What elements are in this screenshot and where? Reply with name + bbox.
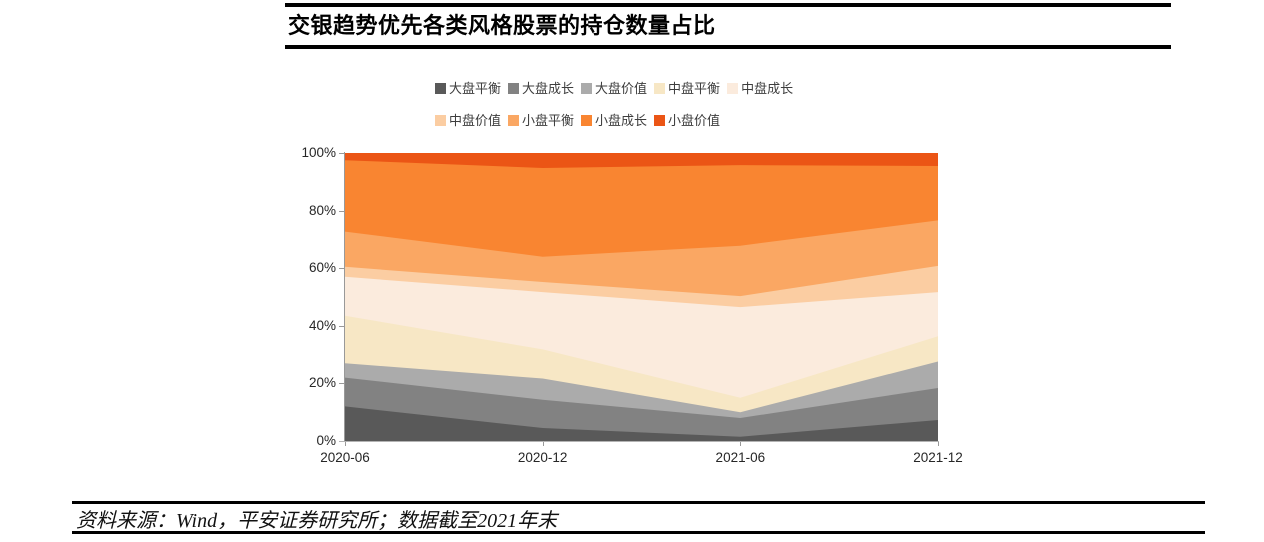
legend-item-中盘成长: 中盘成长 <box>727 81 793 96</box>
x-tick-mark <box>345 442 346 446</box>
legend-row-1: 大盘平衡 大盘成长 大盘价值 中盘平衡 中盘成长 <box>435 81 800 96</box>
x-tick-label-2021-12: 2021-12 <box>913 450 963 465</box>
y-axis-line <box>344 152 345 442</box>
legend-swatch-icon <box>654 115 666 126</box>
y-tick-mark <box>339 383 344 385</box>
x-axis-line <box>339 441 939 442</box>
y-tick-mark <box>339 153 344 154</box>
y-tick-label-80%: 80% <box>308 202 336 218</box>
chart-title: 交银趋势优先各类风格股票的持仓数量占比 <box>288 13 716 38</box>
legend-label: 中盘平衡 <box>668 81 721 96</box>
x-tick-mark <box>542 442 544 446</box>
y-tick-label-20%: 20% <box>308 375 336 391</box>
x-tick-label-2021-06: 2021-06 <box>715 450 766 465</box>
y-tick-label-100%: 100% <box>301 145 336 160</box>
legend-swatch-icon <box>435 83 446 94</box>
y-tick-mark <box>339 325 344 327</box>
legend-label: 中盘价值 <box>449 113 502 128</box>
legend-swatch-icon <box>581 115 593 126</box>
footer-rule-top <box>72 501 1205 504</box>
legend-row-2: 中盘价值 小盘平衡 小盘成长 小盘价值 <box>435 113 727 128</box>
legend-swatch-icon <box>727 83 739 94</box>
legend-item-大盘价值: 大盘价值 <box>581 81 647 96</box>
stacked-area-plot <box>345 153 938 441</box>
y-tick-label-0%: 0% <box>316 433 336 448</box>
legend-label: 小盘平衡 <box>522 113 575 128</box>
legend-item-大盘成长: 大盘成长 <box>508 81 574 96</box>
legend-label: 小盘成长 <box>595 113 648 128</box>
source-note: 资料来源：Wind，平安证券研究所；数据截至2021年末 <box>76 510 558 532</box>
x-tick-label-2020-12: 2020-12 <box>517 450 568 465</box>
legend-item-小盘成长: 小盘成长 <box>581 113 647 128</box>
y-tick-label-60%: 60% <box>308 260 336 276</box>
legend-swatch-icon <box>508 115 520 126</box>
x-tick-mark <box>740 442 742 446</box>
legend-label: 大盘成长 <box>522 81 575 96</box>
legend-label: 大盘平衡 <box>449 81 502 96</box>
legend-swatch-icon <box>508 83 520 94</box>
legend-item-中盘平衡: 中盘平衡 <box>654 81 720 96</box>
area-大盘平衡 <box>345 406 938 441</box>
x-tick-mark <box>938 442 939 446</box>
legend-item-大盘平衡: 大盘平衡 <box>435 81 501 96</box>
y-tick-mark <box>339 210 344 212</box>
y-tick-mark <box>339 268 344 270</box>
legend-label: 大盘价值 <box>595 81 648 96</box>
legend-swatch-icon <box>435 115 446 126</box>
legend-swatch-icon <box>581 83 593 94</box>
x-tick-label-2020-06: 2020-06 <box>320 450 370 465</box>
legend-item-小盘价值: 小盘价值 <box>654 113 720 128</box>
legend-item-小盘平衡: 小盘平衡 <box>508 113 574 128</box>
legend-swatch-icon <box>654 83 666 94</box>
footer-rule-bottom <box>72 531 1205 534</box>
chart-title-block: 交银趋势优先各类风格股票的持仓数量占比 <box>285 3 1171 49</box>
y-tick-label-40%: 40% <box>308 317 336 333</box>
legend-label: 中盘成长 <box>741 81 794 96</box>
legend-label: 小盘价值 <box>668 113 721 128</box>
legend-item-中盘价值: 中盘价值 <box>435 113 501 128</box>
